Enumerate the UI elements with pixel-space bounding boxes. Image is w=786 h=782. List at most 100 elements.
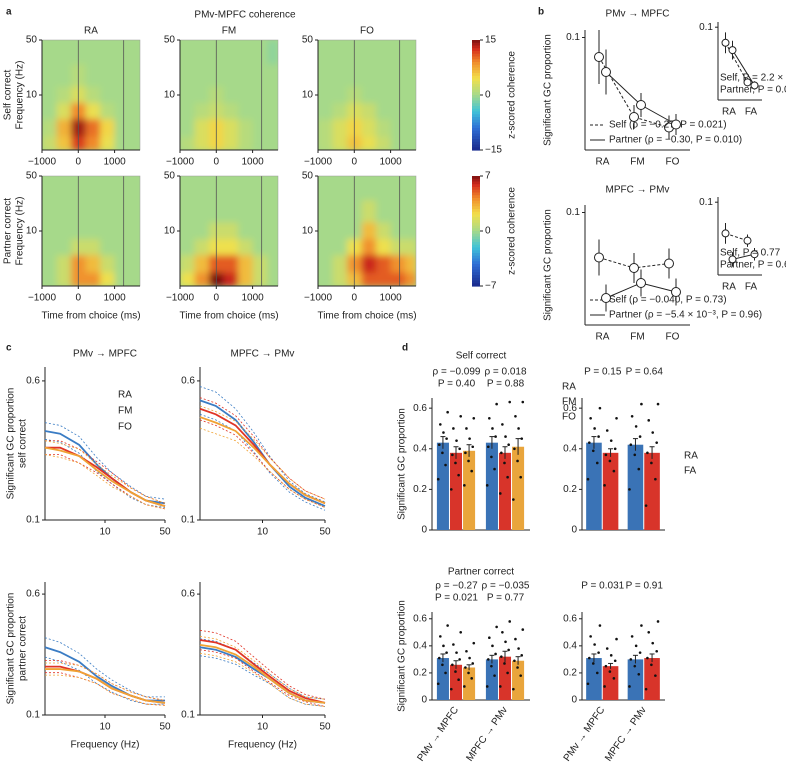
heatmap-cell xyxy=(180,222,196,240)
data-point xyxy=(598,406,602,410)
heatmap-cell xyxy=(180,102,196,120)
x-tick-label: 10 xyxy=(99,722,111,733)
data-point xyxy=(514,637,517,641)
data-point xyxy=(451,453,454,457)
colorbar-step xyxy=(472,100,480,104)
stat-annotation: P = 0.40 xyxy=(438,379,476,390)
data-point xyxy=(650,461,653,465)
series-line xyxy=(45,668,166,704)
data-point xyxy=(636,100,646,110)
heatmap-cell xyxy=(318,40,334,65)
heatmap-cell xyxy=(332,199,348,223)
colorbar-step xyxy=(472,214,480,218)
heatmap-cell xyxy=(180,238,196,256)
heatmap-cell xyxy=(267,176,278,201)
heatmap-cell xyxy=(194,176,210,201)
data-point xyxy=(608,459,612,463)
heatmap-cell xyxy=(390,136,406,150)
data-point xyxy=(501,423,504,426)
chart: Partner correct Significant GC proportion… xyxy=(397,567,530,764)
data-point xyxy=(637,672,641,676)
heatmap-cell xyxy=(180,272,196,286)
colorbar-step xyxy=(472,147,480,151)
data-point xyxy=(436,477,440,481)
data-point xyxy=(449,488,453,491)
heatmap-cell xyxy=(376,272,392,286)
legend-label: RA xyxy=(684,451,698,462)
heatmap-cell xyxy=(180,118,196,137)
legend-label: FM xyxy=(562,397,576,408)
x-tick-label: FA xyxy=(745,107,758,118)
heatmap-cell xyxy=(42,222,58,240)
data-point xyxy=(472,641,476,645)
chart: FO 15 0 −15 z-scored coherence −1000 0 1000 10 50 xyxy=(302,26,518,168)
data-point xyxy=(520,437,524,440)
heatmap-cell xyxy=(85,86,101,104)
x-tick-label: FM xyxy=(630,157,644,168)
heatmap-cell xyxy=(42,102,58,120)
heatmap-cell xyxy=(223,118,239,137)
data-point xyxy=(630,414,634,418)
colorbar-step xyxy=(472,70,480,74)
data-point xyxy=(646,451,649,455)
x-tick-label: 1000 xyxy=(103,157,126,168)
x-tick-label: −1000 xyxy=(28,293,57,304)
heatmap-cell xyxy=(376,222,392,240)
chart-title: MPFC → PMv xyxy=(231,349,295,360)
y-tick-label: 0.1 xyxy=(26,710,40,721)
y-axis-label: Significant GC proportion xyxy=(543,34,554,146)
data-point xyxy=(594,52,604,62)
heatmap-cell xyxy=(252,118,268,137)
heatmap-cells xyxy=(318,40,416,150)
data-point xyxy=(591,662,595,665)
colorbar-step xyxy=(472,283,480,287)
heatmap-cell xyxy=(238,86,254,104)
data-point xyxy=(457,473,460,477)
heatmap-cell xyxy=(252,86,268,104)
legend-label: RA xyxy=(562,382,576,393)
data-point xyxy=(615,417,618,420)
heatmap-cell xyxy=(56,40,72,65)
y-tick-label: 50 xyxy=(302,35,314,46)
series-line xyxy=(732,49,755,86)
bar xyxy=(436,658,449,700)
heatmap-cell xyxy=(252,222,268,240)
heatmap-cell xyxy=(405,272,416,286)
data-point xyxy=(613,447,617,451)
data-point xyxy=(647,631,651,634)
stat-annotation: P = 0.77 xyxy=(487,593,525,604)
data-point xyxy=(654,477,657,481)
data-point xyxy=(503,662,506,665)
colorbar-step xyxy=(472,108,480,113)
heatmap-cell xyxy=(42,254,58,273)
colorbar-step xyxy=(472,264,480,268)
data-point xyxy=(601,293,611,303)
data-point xyxy=(471,445,475,449)
data-point xyxy=(605,429,609,432)
data-point xyxy=(633,664,637,668)
y-tick-label: 0.6 xyxy=(413,613,427,624)
data-point xyxy=(654,674,657,677)
colorbar-label: z-scored coherence xyxy=(507,187,518,275)
data-point xyxy=(651,641,655,645)
heatmap-cell xyxy=(56,136,72,150)
heatmap-cell xyxy=(376,118,392,137)
x-tick-label: MPFC → PMv xyxy=(464,705,510,764)
heatmap-cell xyxy=(100,272,116,286)
x-axis-label: Frequency (Hz) xyxy=(71,740,140,751)
heatmap-cell xyxy=(114,102,130,120)
heatmap-cell xyxy=(100,118,116,137)
x-tick-label: FA xyxy=(745,282,758,293)
heatmap-cell xyxy=(405,102,416,120)
annotation: Partner, P = 0.027 xyxy=(720,85,786,96)
heatmap-cell xyxy=(238,136,254,150)
data-point xyxy=(495,625,498,629)
x-tick-label: 0 xyxy=(214,157,220,168)
heatmap-cell xyxy=(318,222,334,240)
data-point xyxy=(463,685,466,688)
chart: b PMv → MPFC Significant GC proportion 0.1 R… xyxy=(538,7,742,168)
heatmap-cell xyxy=(194,86,210,104)
heatmap-cell xyxy=(223,199,239,223)
heatmap-cell xyxy=(238,102,254,120)
colorbar-tick-label: −7 xyxy=(485,281,497,292)
